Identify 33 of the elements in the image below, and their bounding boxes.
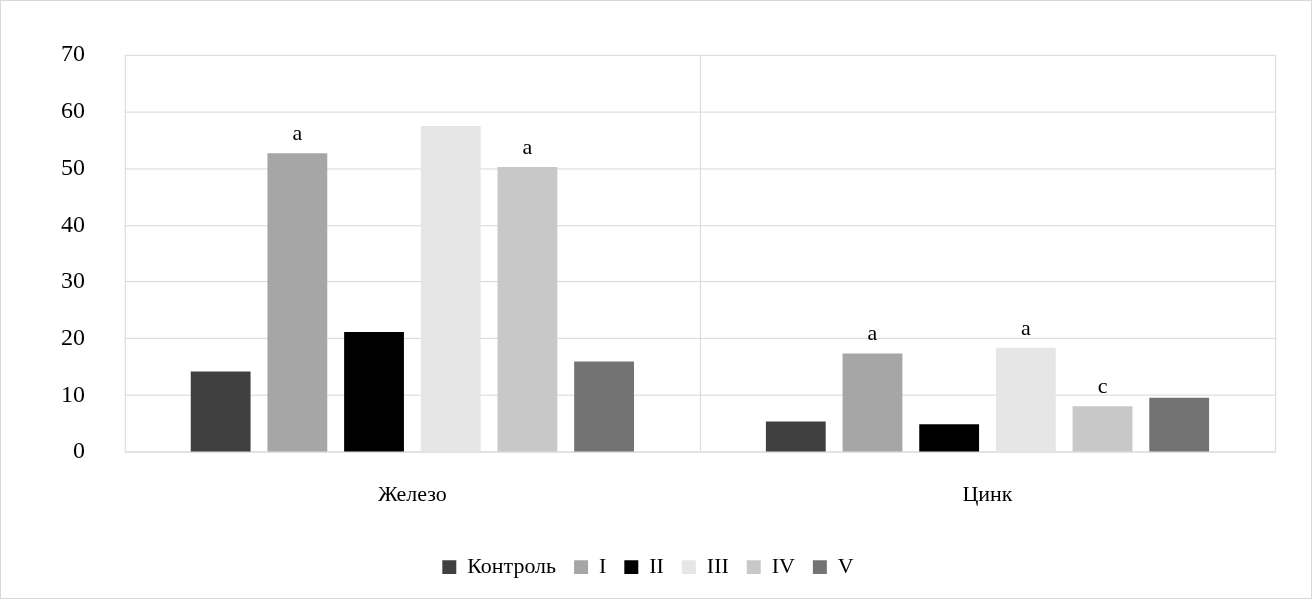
legend-label: II — [649, 552, 664, 578]
data-label: a — [867, 320, 878, 346]
bar — [842, 353, 903, 452]
y-tick-label: 40 — [60, 210, 85, 237]
legend-label: IV — [771, 552, 796, 578]
y-tick-label: 0 — [72, 437, 85, 464]
bar — [919, 424, 980, 452]
bar — [267, 153, 328, 452]
legend-label: I — [599, 552, 607, 578]
legend-label: V — [837, 552, 854, 578]
y-tick-label: 20 — [60, 323, 85, 350]
bar — [995, 347, 1056, 452]
bar — [765, 421, 826, 452]
data-label: a — [522, 133, 533, 159]
y-tick-label: 50 — [60, 153, 85, 180]
y-tick-label: 10 — [60, 380, 85, 407]
bar — [574, 361, 634, 452]
data-label: a — [292, 120, 303, 146]
bar — [420, 126, 481, 452]
bar — [344, 331, 404, 452]
x-tick-label: Железо — [377, 480, 447, 506]
y-tick-label: 60 — [60, 97, 85, 124]
x-tick-label: Цинк — [962, 480, 1013, 506]
data-label: c — [1097, 373, 1108, 398]
y-tick-label: 70 — [60, 40, 85, 67]
bar — [1149, 397, 1210, 452]
y-tick-label: 30 — [60, 267, 85, 294]
bar — [190, 371, 251, 452]
bar — [1072, 406, 1133, 452]
legend-label: III — [706, 552, 729, 578]
data-label: a — [1020, 314, 1031, 340]
legend-label: Контроль — [467, 552, 557, 578]
bar — [497, 166, 558, 452]
